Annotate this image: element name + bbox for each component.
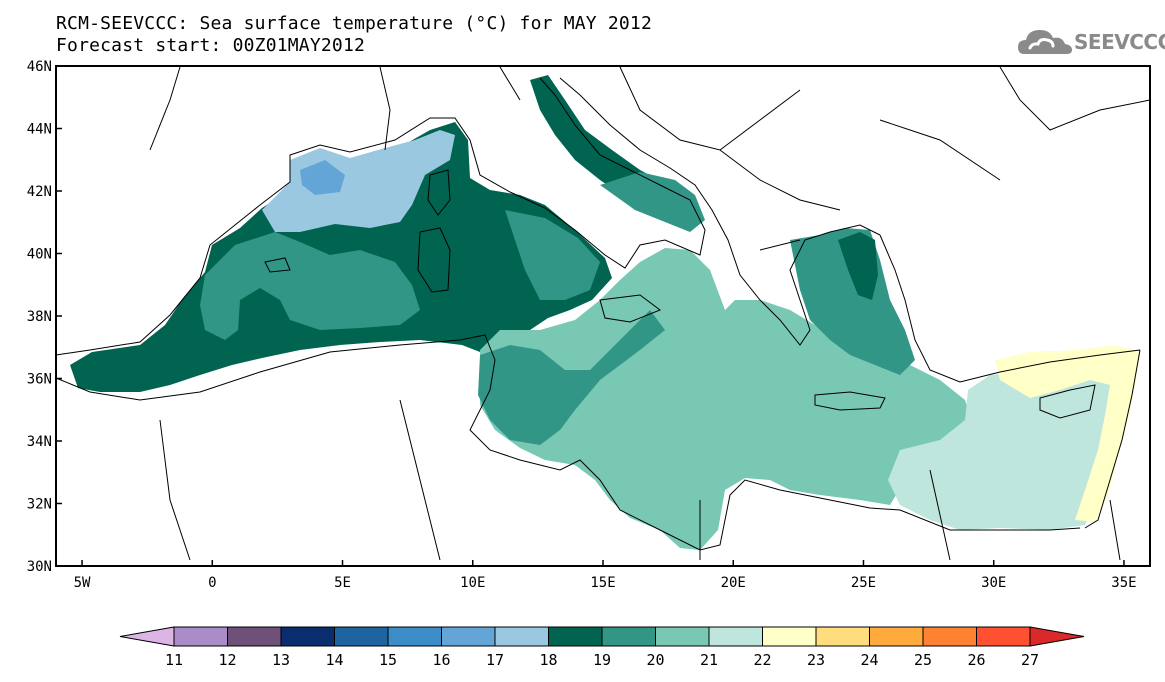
longitude-axis: 5W 0 5E 10E 15E 20E 25E 30E 35E bbox=[74, 560, 1137, 591]
colorbar-swatch bbox=[173, 626, 228, 647]
sst-region-south-adriatic bbox=[600, 172, 705, 232]
lat-tick-label: 44N bbox=[27, 122, 52, 138]
colorbar-swatch bbox=[494, 626, 549, 647]
colorbar: 11 12 13 14 15 16 17 18 19 20 21 22 23 24 25 26 27 bbox=[119, 626, 1085, 669]
colorbar-label: 25 bbox=[914, 651, 932, 669]
colorbar-swatch bbox=[227, 626, 282, 647]
sst-region-aegean bbox=[790, 228, 915, 375]
colorbar-swatch bbox=[708, 626, 763, 647]
lat-tick-label: 36N bbox=[27, 372, 52, 388]
colorbar-swatch bbox=[869, 626, 924, 647]
colorbar-label: 15 bbox=[379, 651, 397, 669]
lat-tick-label: 42N bbox=[27, 184, 52, 200]
island-cyprus bbox=[1039, 384, 1096, 419]
island-sicily bbox=[599, 294, 662, 323]
colorbar-swatch bbox=[762, 626, 817, 647]
colorbar-label: 27 bbox=[1021, 651, 1039, 669]
sst-region-tyrrhenian-edge bbox=[505, 210, 600, 300]
colorbar-label: 20 bbox=[646, 651, 664, 669]
colorbar-label: 12 bbox=[218, 651, 236, 669]
latitude-axis: 30N 32N 34N 36N 38N 40N 42N 44N 46N bbox=[27, 59, 62, 575]
lon-tick-label: 10E bbox=[460, 575, 485, 591]
colorbar-swatch bbox=[976, 626, 1031, 647]
colorbar-under-triangle bbox=[119, 626, 175, 647]
sst-region-levant-coast bbox=[995, 345, 1140, 522]
logo-text: SEEVCCC bbox=[1074, 30, 1165, 54]
lat-tick-label: 46N bbox=[27, 59, 52, 75]
colorbar-label: 17 bbox=[486, 651, 504, 669]
lon-tick-label: 15E bbox=[590, 575, 615, 591]
sst-region-algerian-band bbox=[200, 232, 420, 340]
lat-tick-label: 38N bbox=[27, 309, 52, 325]
colorbar-label: 18 bbox=[539, 651, 557, 669]
sst-region-levant-basin bbox=[888, 360, 1125, 530]
colorbar-label: 24 bbox=[860, 651, 878, 669]
lon-tick-label: 5E bbox=[334, 575, 351, 591]
island-corsica bbox=[427, 169, 451, 216]
coastline-levant bbox=[1084, 349, 1141, 529]
lon-tick-label: 20E bbox=[721, 575, 746, 591]
island-sardinia bbox=[417, 227, 451, 293]
colorbar-label: 26 bbox=[967, 651, 985, 669]
lat-tick-label: 34N bbox=[27, 434, 52, 450]
colorbar-swatch bbox=[815, 626, 870, 647]
colorbar-label: 21 bbox=[700, 651, 718, 669]
colorbar-swatch bbox=[280, 626, 335, 647]
seevccc-logo: SEEVCCC bbox=[1016, 24, 1165, 58]
colorbar-label: 16 bbox=[432, 651, 450, 669]
sst-region-north-aegean bbox=[838, 232, 878, 300]
colorbar-swatch bbox=[601, 626, 656, 647]
sst-region-ionian-levantine bbox=[480, 248, 975, 550]
colorbar-label: 13 bbox=[272, 651, 290, 669]
chart-title: RCM-SEEVCCC: Sea surface temperature (°C… bbox=[56, 13, 652, 34]
colorbar-swatch bbox=[441, 626, 496, 647]
colorbar-label: 22 bbox=[753, 651, 771, 669]
coastlines bbox=[55, 66, 1151, 561]
forecast-start-subtitle: Forecast start: 00Z01MAY2012 bbox=[56, 35, 366, 56]
sst-region-gulf-of-lion bbox=[262, 130, 455, 232]
lon-tick-label: 30E bbox=[981, 575, 1006, 591]
lon-tick-label: 5W bbox=[74, 575, 91, 591]
sst-field bbox=[70, 75, 1140, 550]
coastline-north-africa bbox=[55, 334, 1081, 551]
colorbar-over-triangle bbox=[1029, 626, 1085, 647]
colorbar-swatch bbox=[922, 626, 977, 647]
colorbar-swatch bbox=[334, 626, 389, 647]
colorbar-label: 11 bbox=[165, 651, 183, 669]
lat-tick-label: 30N bbox=[27, 559, 52, 575]
sst-region-gulf-core bbox=[300, 160, 345, 195]
colorbar-swatch bbox=[548, 626, 603, 647]
coastline-turkey bbox=[879, 234, 1141, 383]
colorbar-label: 23 bbox=[807, 651, 825, 669]
colorbar-label: 19 bbox=[593, 651, 611, 669]
island-crete bbox=[814, 391, 886, 411]
lon-tick-label: 25E bbox=[851, 575, 876, 591]
lat-tick-label: 40N bbox=[27, 247, 52, 263]
colorbar-label: 14 bbox=[325, 651, 343, 669]
inland-borders bbox=[149, 66, 1151, 561]
colorbar-swatch bbox=[655, 626, 710, 647]
lon-tick-label: 0 bbox=[208, 575, 216, 591]
sst-region-sicily-channel bbox=[478, 310, 665, 445]
cloud-icon bbox=[1018, 30, 1072, 54]
island-mallorca bbox=[264, 257, 291, 273]
coastline-iberia-france-italy bbox=[55, 77, 706, 356]
colorbar-swatch bbox=[387, 626, 442, 647]
lat-tick-label: 32N bbox=[27, 497, 52, 513]
coastline-balkans-greece bbox=[559, 77, 881, 346]
lon-tick-label: 35E bbox=[1111, 575, 1136, 591]
